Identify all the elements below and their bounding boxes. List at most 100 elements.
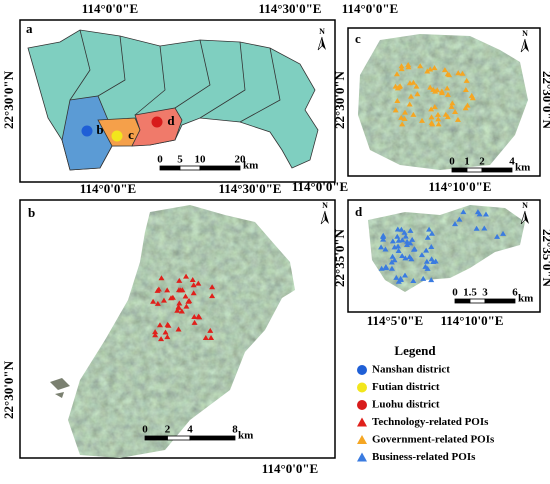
poi-marker <box>195 313 202 319</box>
poi-marker <box>209 293 216 299</box>
poi-marker <box>462 86 469 92</box>
poi-marker <box>399 121 406 127</box>
poi-marker <box>423 258 430 264</box>
latitude-label: 22°30'0"N <box>1 70 16 129</box>
poi-marker <box>456 216 463 222</box>
poi-marker <box>393 71 400 77</box>
legend-marker <box>357 400 367 410</box>
scale-tick-label: 5 <box>177 154 183 166</box>
legend-label: Nanshan district <box>372 364 450 376</box>
poi-marker <box>380 236 387 242</box>
poi-marker <box>158 275 165 281</box>
district-label: b <box>96 122 103 137</box>
legend-label: Technology-related POIs <box>372 416 489 428</box>
latitude-label: 22°35'0"N <box>540 229 550 288</box>
poi-marker <box>500 230 507 236</box>
poi-marker <box>382 263 389 269</box>
longitude-label: 114°10'0"E <box>441 313 504 328</box>
poi-marker <box>186 298 193 304</box>
poi-marker <box>406 253 413 259</box>
poi-marker <box>162 329 169 335</box>
north-label: N <box>322 201 328 210</box>
poi-marker <box>442 111 449 117</box>
legend-label: Futian district <box>372 381 440 393</box>
poi-marker <box>155 286 162 292</box>
poi-marker <box>156 322 163 328</box>
district-marker <box>81 125 93 137</box>
poi-marker <box>177 287 184 293</box>
poi-marker <box>398 114 405 120</box>
scale-bar <box>159 165 181 171</box>
north-label: N <box>522 29 528 38</box>
poi-marker <box>389 238 396 244</box>
poi-marker <box>474 209 481 215</box>
scale-tick-label: 3 <box>482 287 488 299</box>
longitude-label: 114°0'0"E <box>82 1 138 16</box>
north-arrow <box>520 38 526 53</box>
longitude-label: 114°0'0"E <box>80 181 136 196</box>
scale-bar <box>454 298 471 304</box>
poi-marker <box>414 91 421 97</box>
poi-marker <box>452 108 459 114</box>
poi-marker <box>438 90 445 96</box>
poi-marker <box>401 115 408 121</box>
poi-marker <box>394 233 401 239</box>
poi-marker <box>462 105 469 111</box>
poi-marker <box>407 227 414 233</box>
poi-marker <box>399 237 406 243</box>
poi-marker <box>394 98 401 104</box>
poi-marker <box>408 93 415 99</box>
poi-marker <box>409 236 416 242</box>
north-arrow <box>325 211 329 224</box>
poi-marker <box>446 72 453 78</box>
poi-marker <box>406 101 413 107</box>
legend-marker <box>357 452 367 462</box>
poi-marker <box>473 225 480 231</box>
poi-marker <box>410 278 417 284</box>
poi-marker <box>435 121 442 127</box>
longitude-label: 114°0'0"E <box>342 1 398 16</box>
longitude-label: 114°0'0"E <box>292 179 348 194</box>
poi-marker <box>389 253 396 259</box>
poi-marker <box>402 233 409 239</box>
north-label: N <box>319 27 325 36</box>
north-arrow <box>525 39 529 52</box>
scale-tick-label: 0 <box>452 287 458 299</box>
poi-marker <box>395 247 402 253</box>
poi-marker <box>424 234 431 240</box>
poi-marker <box>411 246 418 252</box>
poi-marker <box>150 298 157 304</box>
poi-marker <box>189 276 196 282</box>
scale-tick-label: 2 <box>165 424 171 436</box>
district-label: d <box>167 113 175 128</box>
poi-marker <box>152 329 159 335</box>
poi-marker <box>429 230 436 236</box>
scale-unit: km <box>515 162 530 174</box>
panel-letter: d <box>355 204 363 219</box>
poi-marker <box>419 117 426 123</box>
poi-marker <box>482 211 489 217</box>
scale-unit: km <box>238 430 253 442</box>
poi-marker <box>428 106 435 112</box>
poi-marker <box>404 238 411 244</box>
poi-marker <box>393 274 400 280</box>
poi-marker <box>429 121 436 127</box>
poi-marker <box>176 277 183 283</box>
north-arrow <box>320 210 326 225</box>
scale-bar <box>167 435 191 441</box>
poi-marker <box>395 237 402 243</box>
poi-marker <box>191 319 198 325</box>
poi-marker <box>394 85 401 91</box>
scale-tick-label: 0 <box>157 154 163 166</box>
scale-tick-label: 1 <box>464 156 470 168</box>
poi-marker <box>158 336 165 342</box>
poi-marker <box>183 303 190 309</box>
north-arrow <box>322 37 326 50</box>
poi-marker <box>168 295 175 301</box>
poi-marker <box>428 243 435 249</box>
north-label: N <box>522 201 528 210</box>
latitude-label: 22°30'0"N <box>332 70 347 129</box>
poi-marker <box>209 284 216 290</box>
poi-marker <box>428 277 435 283</box>
poi-marker <box>444 85 451 91</box>
